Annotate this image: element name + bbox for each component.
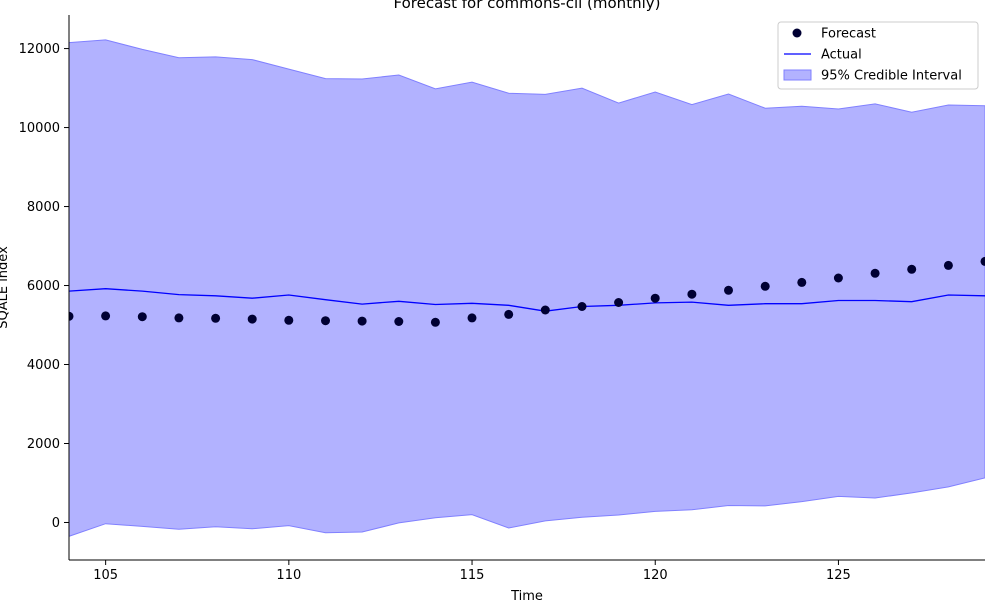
x-tick-label: 125 [826, 568, 851, 583]
forecast-point [504, 309, 514, 319]
actual-line [69, 288, 985, 312]
y-tick-label: 6000 [27, 279, 60, 294]
forecast-point [870, 268, 880, 278]
forecast-point [797, 277, 807, 287]
x-axis-label: Time [510, 589, 543, 600]
axes: 105 110 115 120 125 0 2000 4000 6000 8000 10000 120… [19, 15, 985, 583]
credible-interval-layer [69, 39, 985, 537]
legend-label: Forecast [821, 27, 876, 42]
y-tick-label: 0 [52, 516, 60, 531]
credible-interval-band [69, 39, 985, 537]
legend-label: 95% Credible Interval [821, 69, 962, 84]
y-tick-label: 4000 [27, 358, 60, 373]
forecast-point [357, 316, 367, 326]
forecast-point [760, 281, 770, 291]
x-tick-label: 105 [93, 568, 118, 583]
forecast-points-layer [69, 256, 985, 327]
x-tick-label: 115 [460, 568, 485, 583]
forecast-point [907, 264, 917, 274]
legend-interval-marker [783, 69, 812, 81]
chart-title: Forecast for commons-cli (monthly) [394, 0, 661, 12]
forecast-point [943, 260, 953, 270]
actual-line-layer [69, 288, 985, 312]
forecast-point [467, 313, 477, 323]
forecast-point [577, 302, 587, 311]
x-tick-label: 110 [276, 568, 301, 583]
forecast-point [321, 316, 330, 326]
y-axis-label: SQALE index [0, 246, 11, 329]
y-tick-label: 12000 [19, 42, 60, 57]
legend: Forecast Actual 95% Credible Interval [777, 21, 979, 90]
y-tick-label: 8000 [27, 200, 60, 215]
forecast-point [540, 305, 550, 315]
y-tick-label: 10000 [19, 121, 60, 136]
forecast-point [650, 293, 660, 303]
forecast-point [394, 317, 404, 326]
legend-label: Actual [821, 48, 862, 63]
legend-forecast-marker [792, 28, 802, 38]
forecast-point [430, 317, 440, 327]
forecast-point [284, 315, 294, 325]
forecast-point [69, 311, 74, 321]
forecast-point [687, 289, 697, 299]
legend-box [777, 21, 979, 90]
forecast-point [614, 298, 624, 307]
forecast-point [724, 285, 733, 295]
forecast-point [833, 273, 843, 283]
forecast-point [137, 312, 147, 322]
x-tick-label: 120 [643, 568, 668, 583]
forecast-point [174, 313, 184, 323]
forecast-point [247, 314, 257, 324]
forecast-point [211, 313, 221, 323]
y-tick-label: 2000 [27, 437, 60, 452]
forecast-point [980, 256, 985, 266]
forecast-point [101, 311, 111, 321]
